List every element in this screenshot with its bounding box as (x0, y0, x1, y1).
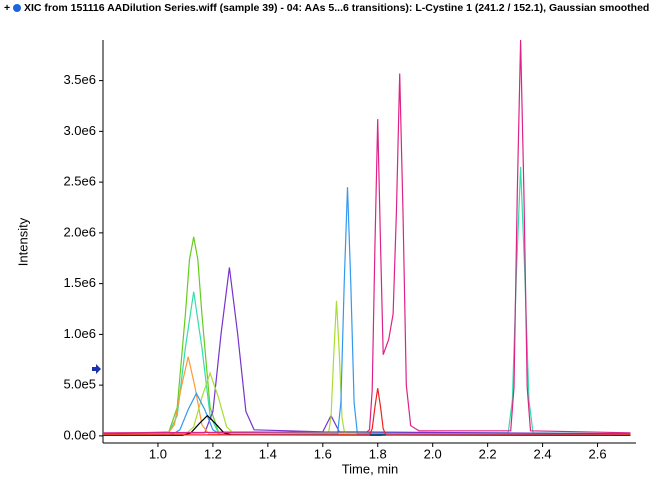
pointer-marker (92, 364, 101, 374)
x-tick-label: 1.6 (314, 446, 332, 461)
x-tick-label: 1.4 (259, 446, 277, 461)
y-tick-label: 3.5e6 (63, 72, 96, 87)
series-line (102, 300, 631, 436)
series-line (102, 236, 631, 435)
series-line (102, 166, 631, 435)
x-tick-label: 1.8 (369, 446, 387, 461)
y-axis-label: Intensity (15, 217, 30, 266)
x-tick-label: 2.0 (424, 446, 442, 461)
y-tick-label: 5.0e5 (63, 377, 96, 392)
x-tick-label: 2.4 (534, 446, 552, 461)
plus-icon[interactable]: + (4, 2, 10, 14)
series-line (102, 267, 631, 435)
y-tick-label: 2.5e6 (63, 174, 96, 189)
x-tick-label: 1.0 (149, 446, 167, 461)
series-dot-icon (13, 4, 21, 12)
x-tick-label: 2.6 (588, 446, 606, 461)
y-tick-label: 1.5e6 (63, 275, 96, 290)
chart-title: XIC from 151116 AADilution Series.wiff (… (24, 2, 649, 14)
y-tick-label: 2.0e6 (63, 224, 96, 239)
x-axis-label: Time, min (342, 461, 399, 476)
series-line (102, 39, 631, 434)
y-tick-label: 1.0e6 (63, 326, 96, 341)
y-tick-label: 0.0e0 (63, 427, 96, 442)
series-line (103, 388, 631, 436)
series-line (102, 356, 631, 436)
x-tick-label: 2.2 (479, 446, 497, 461)
x-tick-label: 1.2 (204, 446, 222, 461)
y-tick-label: 3.0e6 (63, 123, 96, 138)
series-line (102, 187, 631, 436)
